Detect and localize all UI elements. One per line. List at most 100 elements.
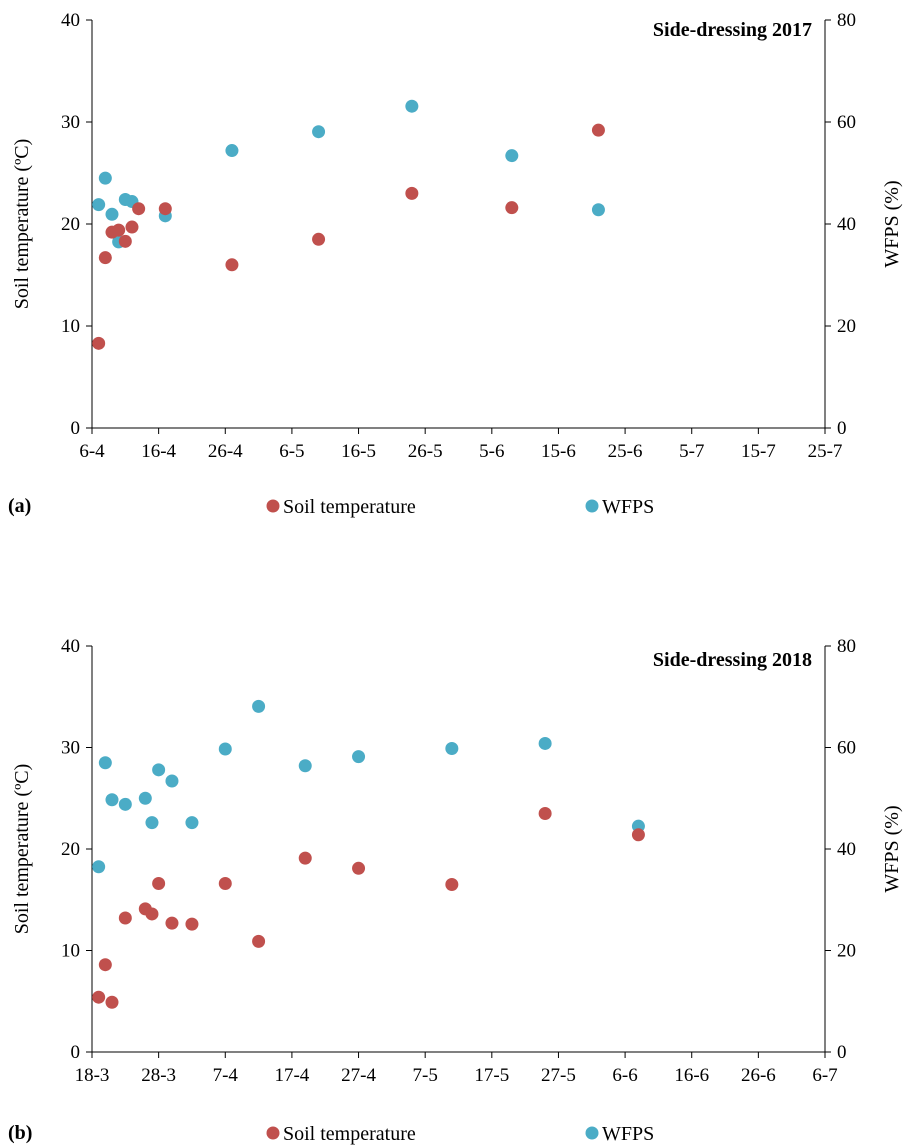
wfps-point bbox=[145, 816, 159, 830]
soil-temperature-point bbox=[165, 916, 179, 930]
x-tick-label: 26-5 bbox=[408, 441, 443, 462]
soil-temperature-point bbox=[505, 201, 519, 215]
x-tick-label: 7-4 bbox=[213, 1065, 239, 1086]
y2-tick-label: 60 bbox=[837, 738, 856, 759]
panel-label: (b) bbox=[8, 1122, 32, 1144]
y-tick-label: 20 bbox=[61, 839, 80, 860]
soil-temperature-point bbox=[92, 336, 106, 350]
x-tick-label: 18-3 bbox=[75, 1065, 110, 1086]
x-tick-label: 28-3 bbox=[141, 1065, 176, 1086]
x-tick-label: 7-5 bbox=[413, 1065, 438, 1086]
wfps-point bbox=[98, 171, 112, 185]
y-tick-label: 0 bbox=[71, 1042, 81, 1063]
wfps-point bbox=[92, 860, 106, 874]
wfps-point bbox=[252, 699, 266, 713]
x-tick-label: 17-4 bbox=[274, 1065, 309, 1086]
legend-label-wfps: WFPS bbox=[602, 1123, 654, 1145]
y2-tick-label: 80 bbox=[837, 10, 856, 31]
legend-marker-wfps bbox=[585, 499, 599, 513]
x-tick-label: 26-4 bbox=[208, 441, 243, 462]
soil-temperature-point bbox=[185, 917, 199, 931]
x-tick-label: 25-6 bbox=[608, 441, 643, 462]
x-tick-label: 15-6 bbox=[541, 441, 576, 462]
wfps-point bbox=[92, 198, 106, 212]
wfps-point bbox=[152, 763, 166, 777]
soil-temperature-point bbox=[218, 877, 232, 891]
y-axis-label: Soil temperature (ºC) bbox=[11, 139, 33, 310]
soil-temperature-point bbox=[445, 878, 459, 892]
legend-label-wfps: WFPS bbox=[602, 496, 654, 518]
wfps-point bbox=[298, 759, 312, 773]
x-tick-label: 27-4 bbox=[341, 1065, 376, 1086]
x-tick-label: 6-5 bbox=[279, 441, 304, 462]
chart-title: Side-dressing 2018 bbox=[653, 649, 812, 671]
x-tick-label: 16-4 bbox=[141, 441, 176, 462]
y2-tick-label: 20 bbox=[837, 941, 856, 962]
y2-tick-label: 0 bbox=[837, 418, 847, 439]
x-tick-label: 17-5 bbox=[474, 1065, 509, 1086]
soil-temperature-point bbox=[352, 861, 366, 875]
y2-tick-label: 40 bbox=[837, 839, 856, 860]
panel-label: (a) bbox=[8, 495, 31, 517]
wfps-point bbox=[98, 756, 112, 770]
wfps-point bbox=[505, 149, 519, 163]
wfps-point bbox=[185, 816, 199, 830]
legend-label-soil: Soil temperature bbox=[283, 496, 416, 518]
soil-temperature-point bbox=[158, 202, 172, 216]
soil-temperature-point bbox=[312, 232, 326, 246]
wfps-point bbox=[105, 207, 119, 221]
x-tick-label: 26-6 bbox=[741, 1065, 776, 1086]
x-tick-label: 5-7 bbox=[679, 441, 704, 462]
y-tick-label: 30 bbox=[61, 112, 80, 133]
soil-temperature-point bbox=[112, 223, 126, 237]
wfps-point bbox=[218, 742, 232, 756]
soil-temperature-point bbox=[405, 186, 419, 200]
wfps-point bbox=[352, 750, 366, 764]
soil-temperature-point bbox=[118, 911, 132, 925]
y2-axis-label: WFPS (%) bbox=[881, 805, 903, 892]
x-tick-label: 27-5 bbox=[541, 1065, 576, 1086]
soil-temperature-point bbox=[152, 877, 166, 891]
y2-tick-label: 80 bbox=[837, 636, 856, 657]
wfps-point bbox=[591, 203, 605, 217]
soil-temperature-point bbox=[125, 220, 139, 234]
soil-temperature-point bbox=[132, 202, 146, 216]
soil-temperature-point bbox=[98, 958, 112, 972]
x-tick-label: 25-7 bbox=[808, 441, 843, 462]
y2-tick-label: 20 bbox=[837, 316, 856, 337]
x-tick-label: 15-7 bbox=[741, 441, 776, 462]
y-tick-label: 20 bbox=[61, 214, 80, 235]
soil-temperature-point bbox=[105, 995, 119, 1009]
y-tick-label: 40 bbox=[61, 10, 80, 31]
soil-temperature-point bbox=[98, 251, 112, 265]
wfps-point bbox=[118, 797, 132, 811]
wfps-point bbox=[138, 791, 152, 805]
legend-marker-wfps bbox=[585, 1126, 599, 1140]
wfps-point bbox=[312, 125, 326, 139]
wfps-point bbox=[538, 736, 552, 750]
y2-tick-label: 0 bbox=[837, 1042, 847, 1063]
soil-temperature-point bbox=[631, 828, 645, 842]
x-tick-label: 5-6 bbox=[479, 441, 504, 462]
legend-marker-soil bbox=[266, 499, 280, 513]
y2-tick-label: 40 bbox=[837, 214, 856, 235]
wfps-point bbox=[165, 774, 179, 788]
wfps-point bbox=[405, 99, 419, 113]
soil-temperature-point bbox=[145, 907, 159, 921]
x-tick-label: 16-6 bbox=[674, 1065, 709, 1086]
chart-title: Side-dressing 2017 bbox=[653, 19, 812, 41]
y-axis-label: Soil temperature (ºC) bbox=[11, 764, 33, 935]
x-tick-label: 6-6 bbox=[612, 1065, 637, 1086]
soil-temperature-point bbox=[252, 934, 266, 948]
soil-temperature-point bbox=[538, 806, 552, 820]
wfps-point bbox=[105, 793, 119, 807]
soil-temperature-point bbox=[298, 851, 312, 865]
wfps-point bbox=[445, 742, 459, 756]
soil-temperature-point bbox=[118, 234, 132, 248]
soil-temperature-point bbox=[225, 258, 239, 272]
x-tick-label: 16-5 bbox=[341, 441, 376, 462]
x-tick-label: 6-4 bbox=[79, 441, 105, 462]
y-tick-label: 30 bbox=[61, 738, 80, 759]
legend-marker-soil bbox=[266, 1126, 280, 1140]
